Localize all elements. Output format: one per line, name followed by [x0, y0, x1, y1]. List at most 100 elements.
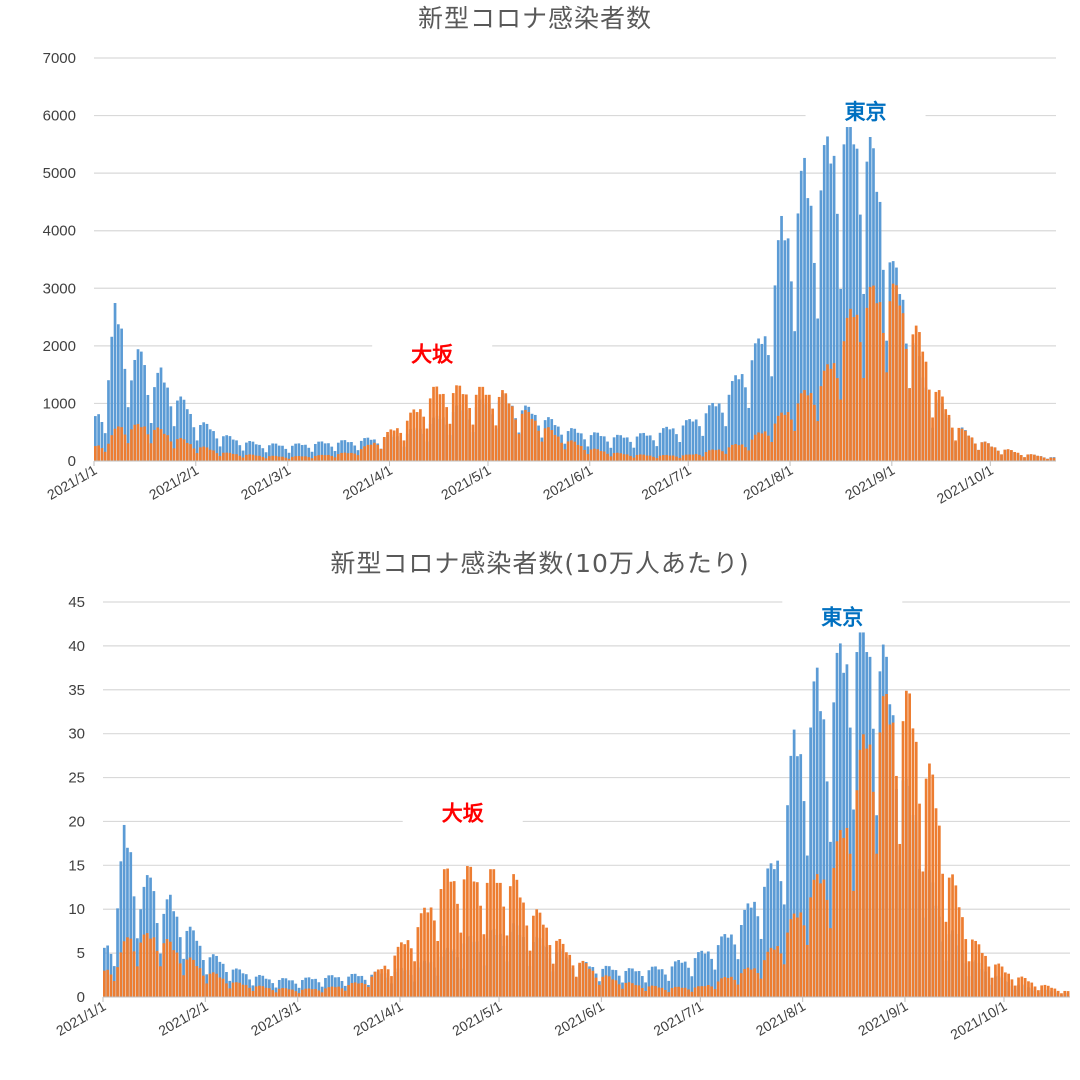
osaka-bar	[294, 456, 297, 461]
osaka-bar	[409, 412, 412, 461]
osaka-bar	[97, 445, 100, 461]
osaka-bar	[693, 987, 697, 997]
tokyo-bar	[119, 861, 123, 997]
osaka-bar	[583, 449, 586, 461]
osaka-bar	[668, 455, 672, 461]
osaka-bar	[422, 416, 426, 461]
osaka-bar	[416, 927, 420, 997]
osaka-bar	[750, 439, 754, 461]
tokyo-bar	[673, 961, 677, 997]
osaka-bar	[277, 988, 281, 997]
osaka-bar	[268, 988, 271, 997]
osaka-bar	[264, 458, 268, 461]
osaka-bar	[458, 385, 462, 461]
osaka-bar	[908, 693, 911, 997]
osaka-bar	[713, 989, 717, 997]
osaka-bar	[294, 991, 298, 997]
tokyo-bar	[747, 407, 751, 461]
osaka-bar	[363, 984, 367, 997]
osaka-bar	[994, 964, 997, 997]
osaka-bar	[560, 442, 563, 461]
osaka-bar	[665, 454, 668, 461]
osaka-bar	[518, 897, 522, 997]
osaka-bar	[156, 427, 160, 461]
y-tick-label: 25	[68, 770, 85, 787]
osaka-bar	[238, 982, 242, 997]
osaka-bar	[192, 959, 195, 997]
osaka-bar	[406, 940, 410, 997]
y-tick-label: 3000	[43, 280, 76, 297]
osaka-bar	[594, 977, 598, 997]
osaka-bar	[928, 763, 931, 997]
tokyo-bar	[780, 215, 783, 461]
osaka-bar	[442, 393, 445, 461]
tokyo-bar	[842, 144, 846, 462]
tokyo-bar	[716, 945, 720, 997]
osaka-bar	[688, 454, 691, 461]
tokyo-bar	[693, 958, 697, 997]
osaka-bar	[492, 869, 496, 997]
osaka-bar	[802, 925, 806, 997]
osaka-bar	[598, 984, 601, 997]
tokyo-bar	[835, 652, 839, 997]
osaka-bar	[842, 341, 846, 461]
tokyo-bar	[739, 925, 743, 997]
tokyo-bar	[802, 801, 806, 997]
tokyo-bar	[146, 394, 150, 461]
y-tick-label: 7000	[43, 50, 76, 67]
osaka-bar	[524, 410, 527, 461]
osaka-bar	[136, 423, 140, 461]
osaka-bar	[1017, 977, 1020, 997]
osaka-bar	[199, 447, 202, 461]
osaka-bar	[852, 890, 855, 997]
osaka-bar	[675, 456, 678, 461]
osaka-bar	[803, 390, 806, 461]
osaka-bar	[859, 342, 862, 461]
x-tick-label: 2021/8/1	[740, 462, 795, 503]
x-tick-label: 2021/5/1	[449, 998, 504, 1039]
tokyo-bar	[291, 980, 294, 997]
osaka-bar	[619, 453, 623, 461]
tokyo-bar	[767, 355, 770, 461]
osaka-bar	[584, 963, 588, 997]
tokyo-bar	[103, 433, 107, 461]
osaka-bar	[678, 457, 682, 461]
osaka-bar	[399, 432, 403, 461]
osaka-bar	[497, 396, 501, 461]
osaka-bar	[984, 955, 987, 997]
osaka-bar	[645, 455, 649, 461]
osaka-bar	[340, 452, 343, 461]
tokyo-bar	[297, 987, 301, 997]
osaka-bar	[644, 991, 647, 997]
osaka-bar	[622, 454, 626, 461]
osaka-bar	[1027, 981, 1030, 997]
osaka-bar	[1033, 986, 1037, 997]
osaka-bar	[471, 424, 475, 461]
osaka-bar	[110, 435, 114, 461]
tokyo-bar	[769, 863, 773, 997]
tokyo-bar	[129, 852, 133, 997]
osaka-bar	[130, 429, 133, 461]
osaka-bar	[914, 741, 918, 997]
tokyo-bar	[231, 439, 235, 461]
osaka-bar	[320, 992, 324, 997]
osaka-bar	[611, 979, 614, 997]
osaka-bar	[396, 946, 400, 997]
x-tick-label: 2021/6/1	[552, 998, 607, 1039]
osaka-bar	[231, 982, 235, 997]
tokyo-bar	[668, 429, 672, 461]
tokyo-bar	[809, 727, 812, 997]
osaka-bar	[419, 913, 423, 997]
tokyo-bar	[701, 435, 705, 461]
tokyo-bar	[314, 978, 317, 997]
osaka-bar	[221, 978, 225, 997]
tokyo-bar	[688, 419, 691, 461]
osaka-bar	[533, 420, 537, 461]
osaka-bar	[789, 919, 793, 997]
osaka-bar	[515, 879, 519, 997]
osaka-bar	[990, 977, 994, 997]
tokyo-bar	[149, 877, 152, 997]
osaka-bar	[370, 976, 374, 997]
osaka-bar	[119, 952, 123, 997]
tokyo-bar	[271, 443, 274, 461]
